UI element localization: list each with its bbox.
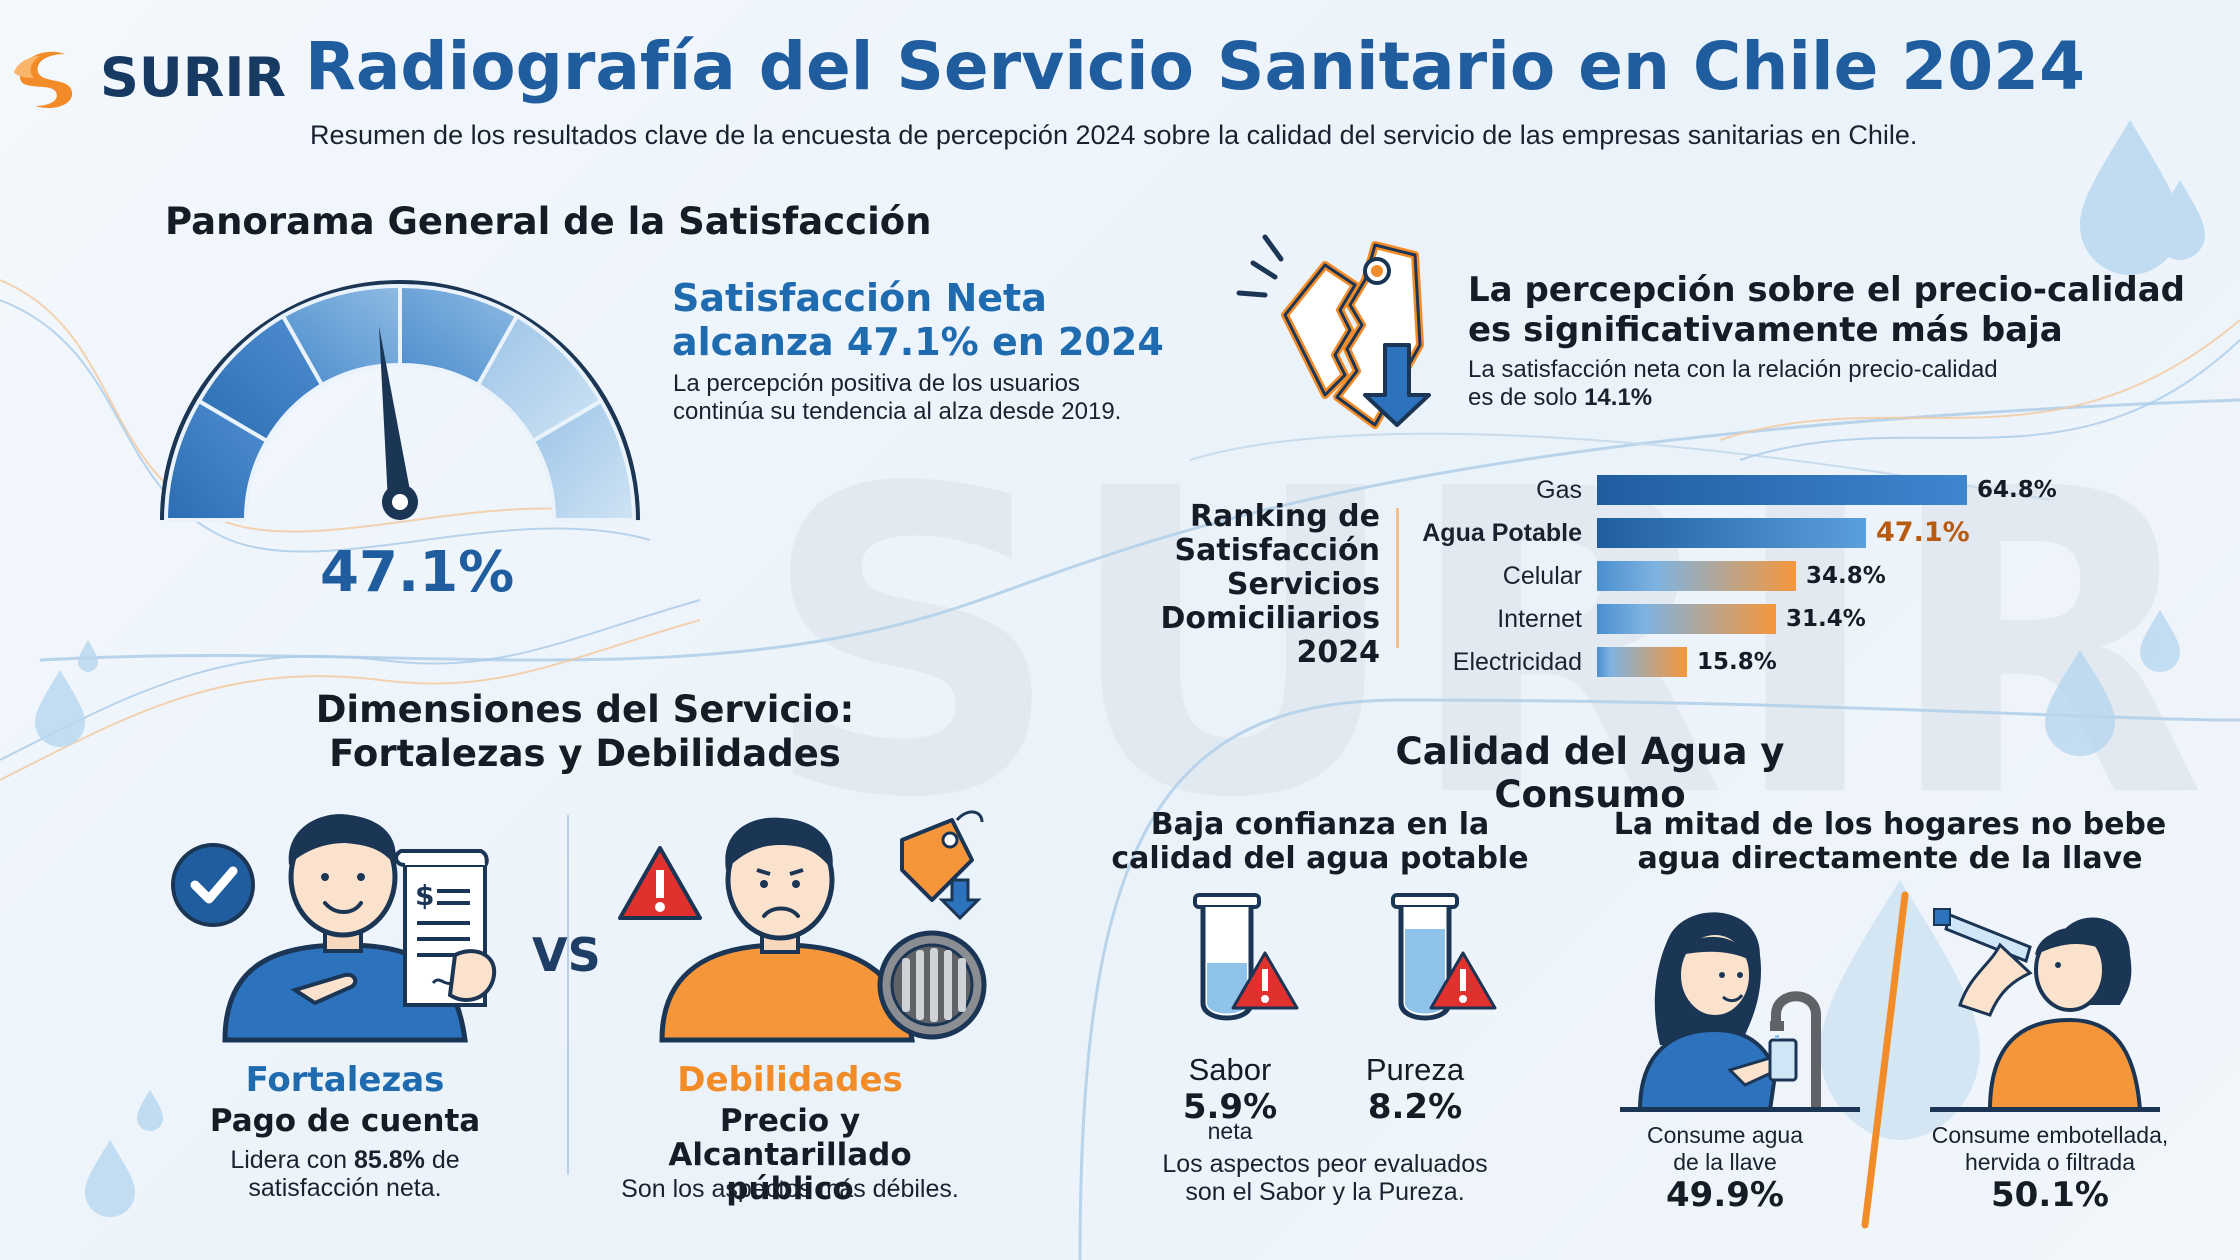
strengths-label: Fortalezas [245, 1060, 445, 1100]
weaknesses-desc: Son los aspectos más débiles. [621, 1175, 959, 1203]
ranking-value: 34.8% [1806, 563, 1886, 589]
strengths-desc-suffix: de [424, 1146, 460, 1174]
strengths-person-illustration: $ [171, 814, 497, 1043]
tap-water-woman-illustration [1620, 912, 1860, 1112]
vs-divider [567, 815, 569, 1175]
strengths-desc-line1: Lidera con 85.8% de [185, 1146, 505, 1174]
bottled-line1: Consume embotellada, [1931, 1122, 2169, 1148]
surir-logo-icon [14, 51, 73, 109]
trust-desc: Los aspectos peor evaluados son el Sabor… [1140, 1150, 1510, 1206]
weaknesses-label: Debilidades [677, 1060, 903, 1100]
ranking-bar [1597, 518, 1866, 548]
sewer-grate-icon [877, 930, 987, 1040]
trust-head-line2: calidad del agua potable [1111, 841, 1529, 876]
pureza-test-tube-icon [1391, 893, 1497, 1021]
price-tag-down-icon [900, 810, 984, 921]
net-desc-line2: continúa su tendencia al alza desde 2019… [673, 398, 1122, 425]
trust-desc-line1: Los aspectos peor evaluados [1162, 1150, 1488, 1178]
ranking-title-line2: Satisfacción [1174, 533, 1380, 568]
split-slash-divider [1861, 891, 1909, 1229]
ranking-value: 15.8% [1697, 649, 1777, 675]
strengths-item: Pago de cuenta [209, 1103, 481, 1139]
pureza-label: Pureza [1365, 1052, 1465, 1087]
ranking-label: Gas [1536, 476, 1582, 504]
ranking-label: Electricidad [1452, 648, 1582, 676]
ranking-bar [1597, 475, 1967, 505]
bottled-water-woman-illustration [1930, 908, 2160, 1112]
trust-head-line1: Baja confianza en la [1150, 807, 1490, 842]
warning-icon [618, 846, 702, 920]
price-quality-headline: La percepción sobre el precio-calidad es… [1468, 270, 2185, 350]
strengths-desc-line2: satisfacción neta. [248, 1174, 442, 1202]
strengths-desc-value: 85.8% [354, 1146, 425, 1174]
pq-desc-line2: es de solo 14.1% [1468, 384, 1998, 412]
gauge-needle [378, 326, 418, 520]
consume-head-line1: La mitad de los hogares no bebe [1613, 807, 2167, 842]
ranking-label: Celular [1502, 562, 1582, 590]
vs-label: VS [532, 928, 601, 982]
net-headline-line1: Satisfacción Neta [672, 276, 1047, 320]
weaknesses-item-line1: Precio y Alcantarillado [668, 1103, 912, 1173]
pq-desc-value: 14.1% [1584, 384, 1653, 411]
ranking-bar [1597, 647, 1687, 677]
pq-head-line1: La percepción sobre el precio-calidad [1468, 270, 2185, 310]
weaknesses-item: Precio y Alcantarillado público [600, 1104, 980, 1206]
pureza-value: 8.2% [1367, 1087, 1463, 1127]
ranking-label: Agua Potable [1422, 519, 1582, 547]
ranking-title-line1: Ranking de [1189, 499, 1380, 534]
trust-desc-line2: son el Sabor y la Pureza. [1185, 1178, 1465, 1206]
satisfaction-gauge [160, 280, 640, 522]
tap-line2: de la llave [1673, 1149, 1777, 1175]
broken-price-tag-icon [1236, 234, 1431, 429]
sabor-unit: neta [1207, 1118, 1253, 1144]
ranking-value: 31.4% [1786, 606, 1866, 632]
logo-text: SURIR [100, 46, 286, 109]
pq-head-line2: es significativamente más baja [1468, 310, 2063, 350]
net-headline-line2: alcanza 47.1% en 2024 [672, 320, 1164, 364]
ranking-title-line4: 2024 [1296, 635, 1381, 670]
svg-text:$: $ [415, 879, 434, 912]
sabor-value: 5.9% [1182, 1087, 1278, 1127]
net-satisfaction-desc: La percepción positiva de los usuarios c… [673, 370, 1121, 426]
page-title: Radiografía del Servicio Sanitario en Ch… [305, 28, 2086, 105]
net-satisfaction-headline: Satisfacción Neta alcanza 47.1% en 2024 [672, 276, 1164, 364]
page-subtitle: Resumen de los resultados clave de la en… [310, 120, 1918, 150]
bottled-line2: hervida o filtrada [1964, 1149, 2136, 1175]
net-desc-line1: La percepción positiva de los usuarios [673, 370, 1080, 397]
strengths-desc-prefix: Lidera con [230, 1146, 355, 1174]
ranking-value: 64.8% [1977, 477, 2057, 503]
bottled-desc: Consume embotellada, hervida o filtrada [1890, 1122, 2210, 1176]
consume-headline: La mitad de los hogares no bebe agua dir… [1610, 808, 2170, 876]
dimensions-title-line1: Dimensiones del Servicio: [315, 688, 855, 731]
tap-desc: Consume agua de la llave [1605, 1122, 1845, 1176]
trust-headline: Baja confianza en la calidad del agua po… [1110, 808, 1530, 876]
dimensions-title-line2: Fortalezas y Debilidades [329, 732, 841, 775]
satisfaction-section-title: Panorama General de la Satisfacción [165, 200, 932, 243]
sabor-label: Sabor [1188, 1052, 1272, 1087]
tap-value: 49.9% [1666, 1175, 1784, 1215]
ranking-title-line3: Servicios Domiciliarios [1160, 567, 1380, 636]
ranking-bar [1597, 604, 1776, 634]
water-section-title: Calidad del Agua y Consumo [1395, 730, 1785, 816]
ranking-label: Internet [1497, 605, 1582, 633]
tap-line1: Consume agua [1647, 1122, 1803, 1148]
gauge-value: 47.1% [320, 540, 515, 605]
ranking-title: Ranking de Satisfacción Servicios Domici… [1000, 500, 1380, 670]
strengths-desc: Lidera con 85.8% de satisfacción neta. [185, 1146, 505, 1202]
weaknesses-item-line2: público [726, 1171, 854, 1207]
price-quality-desc: La satisfacción neta con la relación pre… [1468, 356, 1998, 412]
sabor-test-tube-icon [1193, 893, 1299, 1021]
dimensions-title: Dimensiones del Servicio: Fortalezas y D… [265, 688, 905, 776]
ranking-bar [1597, 561, 1796, 591]
weaknesses-person-illustration [618, 810, 987, 1043]
consume-head-line2: agua directamente de la llave [1637, 841, 2143, 876]
ranking-value: 47.1% [1876, 517, 1970, 548]
ranking-divider [1396, 508, 1399, 648]
check-icon [171, 843, 255, 927]
bottled-value: 50.1% [1991, 1175, 2109, 1215]
pq-desc-line1: La satisfacción neta con la relación pre… [1468, 356, 1998, 383]
surir-logo: SURIR [10, 42, 286, 112]
pq-desc-prefix: es de solo [1468, 384, 1585, 411]
